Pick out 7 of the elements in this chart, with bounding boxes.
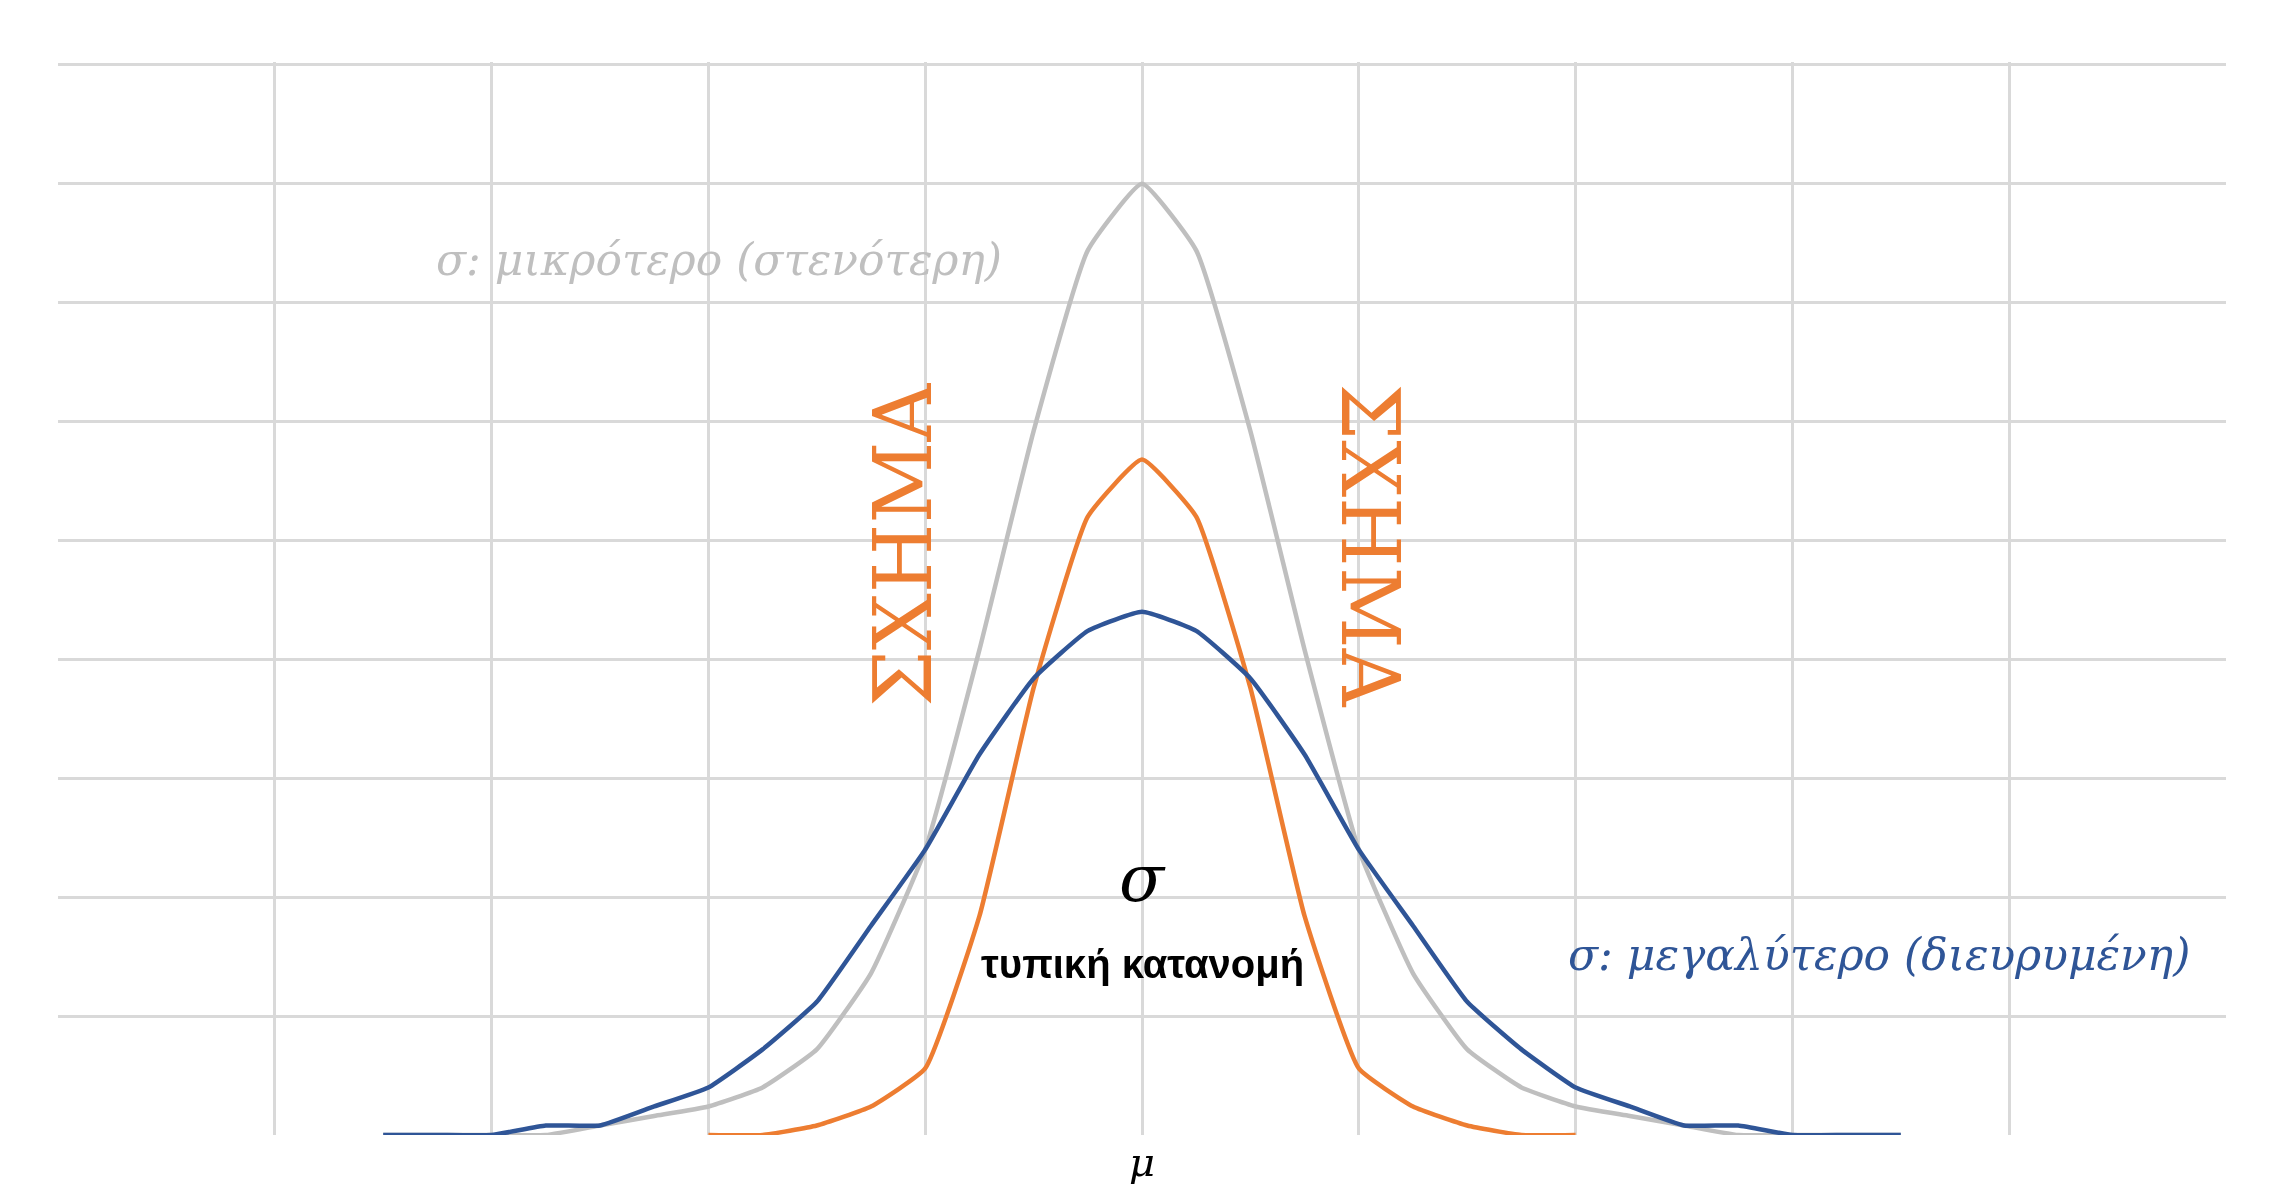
text: μ (1129, 1139, 1155, 1185)
annotation: σ (1119, 840, 1166, 917)
annotation: σ: μικρότερο (στενότερη) (436, 234, 1002, 285)
annotation: ΣΧΗΜΑ (1322, 383, 1416, 708)
annotation: τυπική κατανομή (981, 942, 1305, 986)
annotation: ΣΧΗΜΑ (857, 382, 951, 707)
annotation: σ: μεγαλύτερο (διευρυμένη) (1568, 929, 2191, 980)
